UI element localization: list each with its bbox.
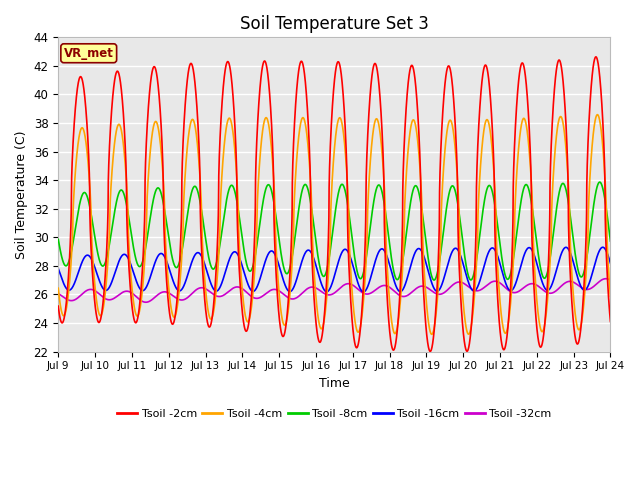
X-axis label: Time: Time	[319, 377, 349, 390]
Y-axis label: Soil Temperature (C): Soil Temperature (C)	[15, 130, 28, 259]
Title: Soil Temperature Set 3: Soil Temperature Set 3	[240, 15, 429, 33]
Legend: Tsoil -2cm, Tsoil -4cm, Tsoil -8cm, Tsoil -16cm, Tsoil -32cm: Tsoil -2cm, Tsoil -4cm, Tsoil -8cm, Tsoi…	[113, 404, 556, 423]
Text: VR_met: VR_met	[64, 47, 114, 60]
